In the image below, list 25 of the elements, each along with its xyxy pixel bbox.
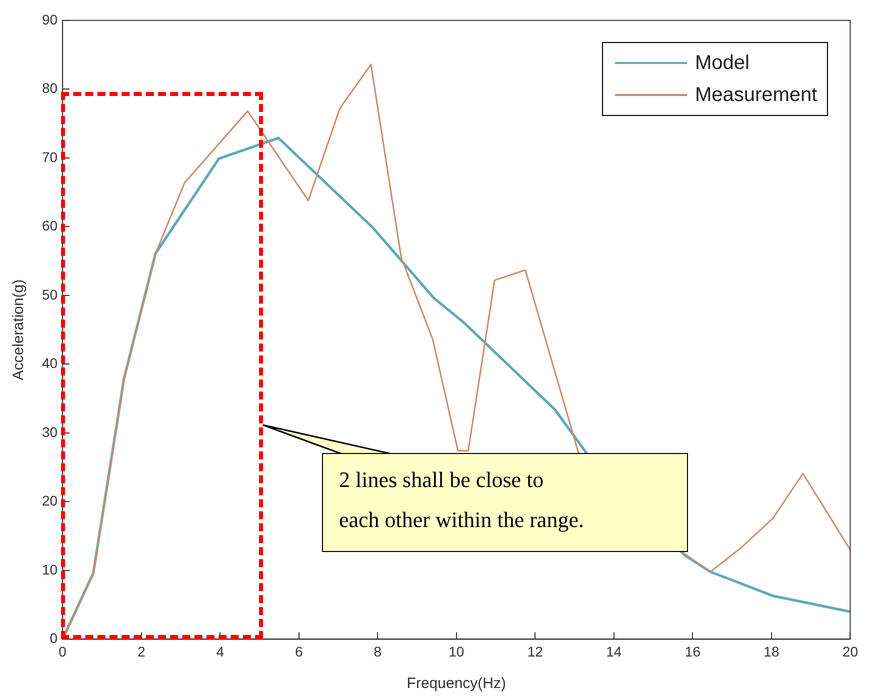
legend-label: Measurement bbox=[694, 84, 818, 107]
y-tick-label: 10 bbox=[42, 561, 58, 578]
x-tick-label: 18 bbox=[764, 643, 780, 660]
x-axis-title: Frequency(Hz) bbox=[406, 675, 506, 692]
legend-label: Model bbox=[694, 52, 750, 75]
x-tick-label: 16 bbox=[684, 643, 701, 660]
y-tick-label: 40 bbox=[42, 355, 58, 372]
y-tick-label: 0 bbox=[50, 630, 58, 646]
y-tick-label: 20 bbox=[42, 492, 58, 509]
y-tick-label: 50 bbox=[42, 286, 58, 302]
annotation: 2 lines shall be close to each other within the range. bbox=[339, 466, 585, 534]
x-tick-label: 8 bbox=[374, 643, 382, 660]
y-tick-label: 70 bbox=[42, 148, 58, 165]
x-tick-label: 4 bbox=[216, 643, 224, 660]
y-tick-label: 60 bbox=[42, 218, 58, 234]
x-tick-label: 14 bbox=[606, 643, 622, 660]
y-tick-label: 90 bbox=[42, 11, 58, 28]
x-tick-label: 20 bbox=[842, 643, 858, 660]
y-axis-title: Acceleration(g) bbox=[10, 279, 28, 380]
y-tick-label: 80 bbox=[42, 80, 58, 96]
x-tick-label: 10 bbox=[448, 643, 464, 660]
y-tick-label: 30 bbox=[42, 424, 58, 440]
x-tick-label: 12 bbox=[527, 643, 544, 660]
x-tick-label: 2 bbox=[137, 643, 146, 660]
x-tick-label: 6 bbox=[294, 643, 303, 660]
